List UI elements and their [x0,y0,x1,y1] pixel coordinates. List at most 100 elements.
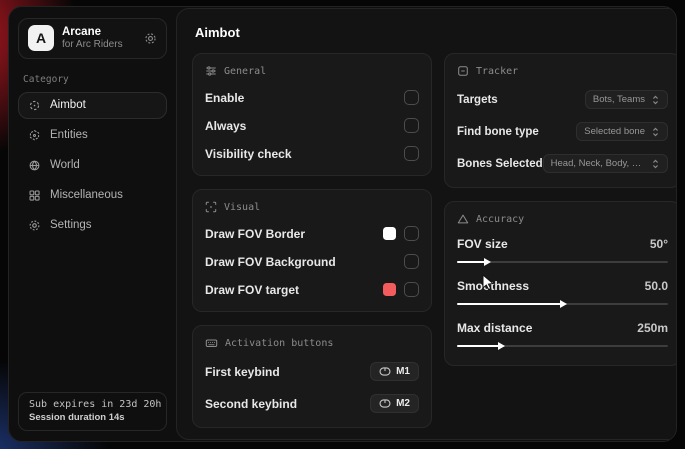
setting-row-enable: Enable [205,90,419,105]
subscription-card: Sub expires in 23d 20h Session duration … [18,392,167,431]
app-title: Arcane [62,26,101,38]
sidebar-item-label: World [50,159,80,172]
find-bone-type-select[interactable]: Selected bone [576,122,668,141]
crosshair-icon [28,99,41,112]
app-subtitle: for Arc Riders [62,39,123,51]
brand-header: A Arcane for Arc Riders [18,18,167,59]
sidebar-item-label: Aimbot [50,99,86,112]
category-label: Category [23,73,69,85]
setting-label: Enable [205,90,245,105]
slider-value: 50.0 [644,279,668,293]
sidebar-item-label: Miscellaneous [50,189,123,202]
section-title: Tracker [476,65,519,77]
triangle-icon [457,213,469,225]
brand-text: Arcane for Arc Riders [62,25,123,52]
mouse-icon [379,399,391,408]
select-value: Bots, Teams [592,94,645,105]
setting-label: FOV size [457,237,508,251]
fov-background-checkbox[interactable] [404,254,419,269]
setting-row-visibility-check: Visibility check [205,146,419,161]
section-title: Visual [224,201,261,213]
setting-label: First keybind [205,364,280,379]
sidebar-item-label: Settings [50,219,92,232]
setting-label: Draw FOV Background [205,254,336,269]
sidebar-item-label: Entities [50,129,88,142]
page-title: Aimbot [195,25,240,40]
slider-thumb[interactable] [559,299,567,308]
setting-label: Visibility check [205,146,292,161]
globe-icon [28,159,41,172]
setting-row-fov-background: Draw FOV Background [205,254,419,269]
slider-value: 250m [637,321,668,335]
gear-icon[interactable] [144,32,157,45]
sliders-icon [205,65,217,77]
setting-row-targets: Targets Bots, Teams [457,90,668,109]
chevron-up-down-icon [651,95,660,105]
setting-label: Always [205,118,247,133]
app-logo: A [28,25,54,52]
second-keybind-button[interactable]: M2 [370,394,419,413]
sidebar-item-settings[interactable]: Settings [18,212,167,239]
fov-size-slider[interactable] [457,256,668,267]
setting-label: Second keybind [205,396,298,411]
fov-target-checkbox[interactable] [404,282,419,297]
setting-label: Draw FOV Border [205,226,306,241]
setting-row-fov-target: Draw FOV target [205,282,419,297]
section-title: Accuracy [476,213,525,225]
select-value: Head, Neck, Body, Fe... [550,158,645,169]
enable-checkbox[interactable] [404,90,419,105]
setting-row-fov-border: Draw FOV Border [205,226,419,241]
targets-select[interactable]: Bots, Teams [584,90,668,109]
activation-card: Activation buttons First keybind [192,325,432,428]
setting-label: Smoothness [457,279,530,293]
smoothness-slider[interactable] [457,298,668,309]
general-card: General Enable Always Visibility check [192,53,432,176]
setting-row-bones-selected: Bones Selected Head, Neck, Body, Fe... [457,154,668,173]
slider-thumb[interactable] [483,257,491,266]
setting-label: Bones Selected [457,157,543,170]
app-window: A Arcane for Arc Riders Category Aimbot [8,6,677,442]
section-title: General [224,65,267,77]
setting-row-first-keybind: First keybind M1 [205,362,419,381]
settings-gear-icon [28,219,41,232]
setting-row-max-distance: Max distance 250m [457,321,668,351]
main-panel: Aimbot General Enable [176,8,676,440]
bones-selected-select[interactable]: Head, Neck, Body, Fe... [542,154,668,173]
chevron-up-down-icon [651,127,660,137]
sidebar-item-world[interactable]: World [18,152,167,179]
fov-border-checkbox[interactable] [404,226,419,241]
visual-card: Visual Draw FOV Border Draw FOV Backgrou… [192,189,432,312]
chevron-up-down-icon [651,159,660,169]
entities-icon [28,129,41,142]
setting-row-always: Always [205,118,419,133]
slider-value: 50° [649,237,668,251]
sidebar-item-miscellaneous[interactable]: Miscellaneous [18,182,167,209]
keybind-value: M2 [396,398,410,409]
setting-row-smoothness: Smoothness 50.0 [457,279,668,309]
mouse-icon [379,367,391,376]
accuracy-card: Accuracy FOV size 50° [444,201,676,366]
always-checkbox[interactable] [404,118,419,133]
sidebar: A Arcane for Arc Riders Category Aimbot [9,7,176,441]
session-duration-text: Session duration 14s [29,412,125,423]
fov-border-color-swatch[interactable] [383,227,396,240]
setting-label: Max distance [457,321,533,335]
setting-label: Draw FOV target [205,282,300,297]
setting-label: Targets [457,93,498,106]
section-title: Activation buttons [225,337,334,349]
setting-row-fov-size: FOV size 50° [457,237,668,267]
visibility-check-checkbox[interactable] [404,146,419,161]
fov-target-color-swatch[interactable] [383,283,396,296]
keybind-value: M1 [396,366,410,377]
tracker-icon [457,65,469,77]
grid-icon [28,189,41,202]
setting-row-second-keybind: Second keybind M2 [205,394,419,413]
keyboard-icon [205,337,218,349]
sidebar-item-entities[interactable]: Entities [18,122,167,149]
slider-thumb[interactable] [498,341,506,350]
sidebar-item-aimbot[interactable]: Aimbot [18,91,167,119]
max-distance-slider[interactable] [457,340,668,351]
scan-icon [205,201,217,213]
first-keybind-button[interactable]: M1 [370,362,419,381]
setting-row-find-bone-type: Find bone type Selected bone [457,122,668,141]
